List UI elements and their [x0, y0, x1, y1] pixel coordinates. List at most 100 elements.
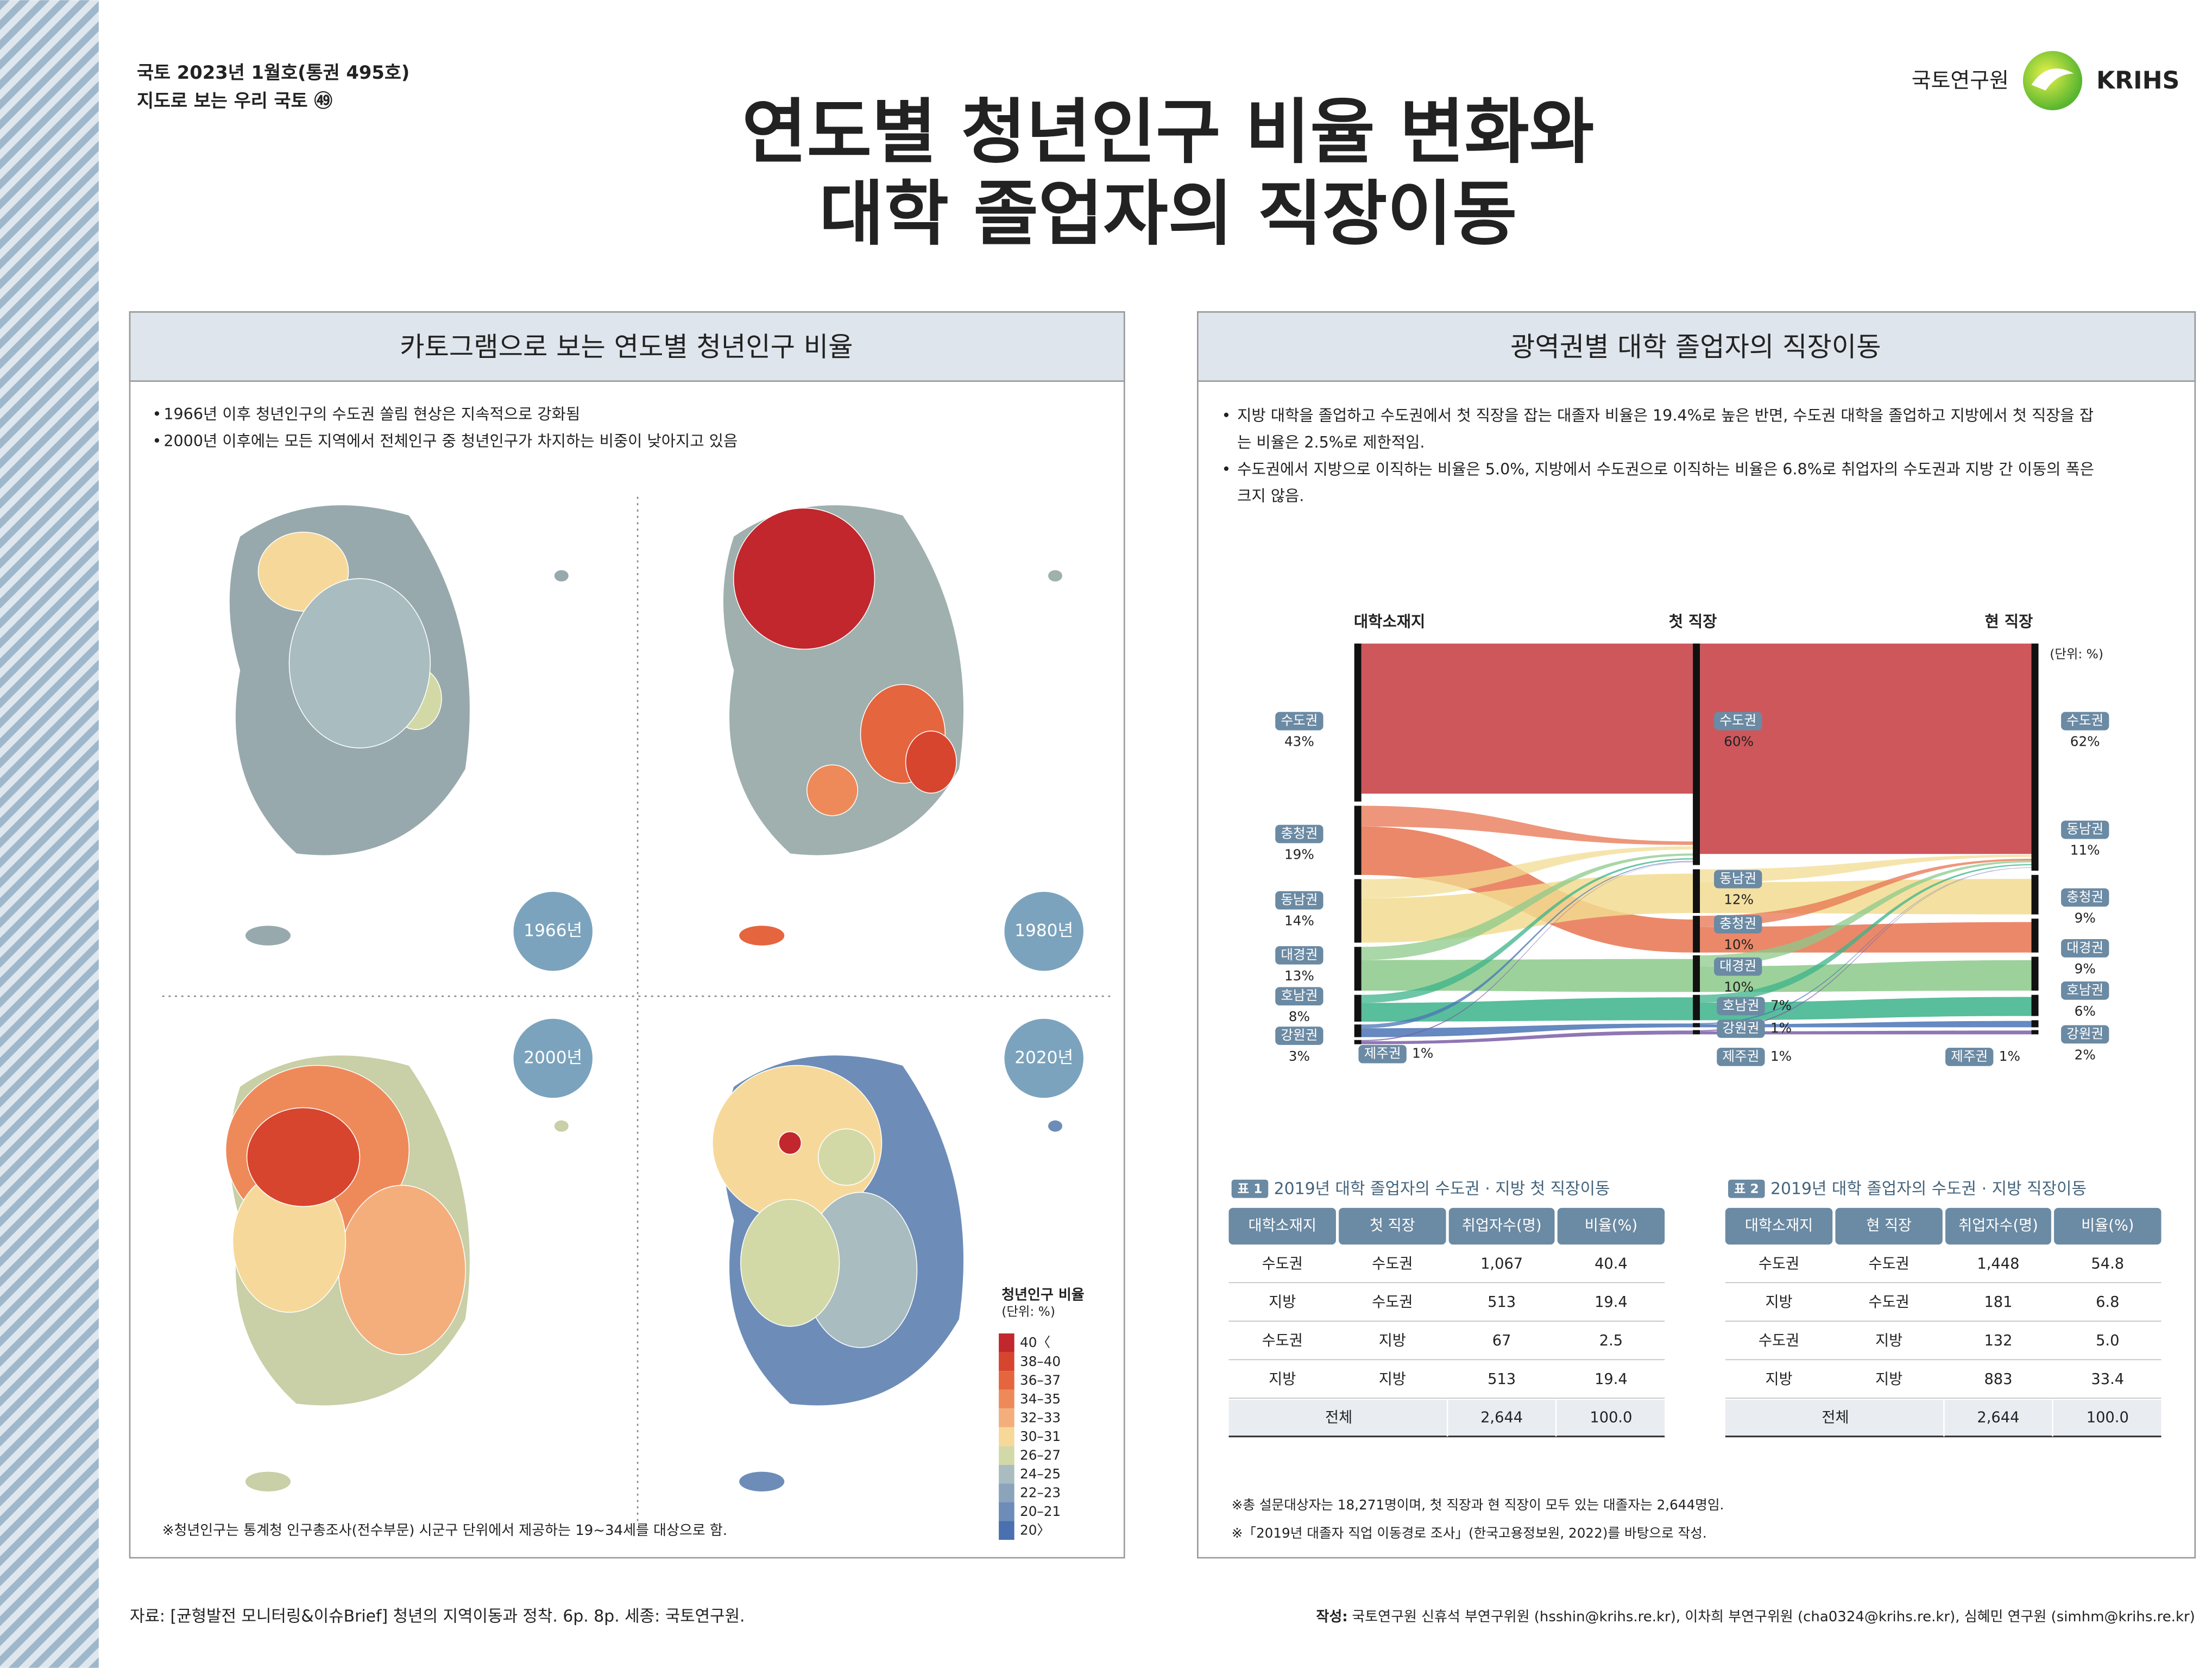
flow [1361, 846, 1693, 898]
node-label-box [2061, 939, 2109, 958]
region [740, 1199, 840, 1327]
node-label-box [1275, 712, 1324, 731]
header-text: 첫 직장 [1370, 1217, 1415, 1234]
node-label-box [2061, 981, 2109, 1000]
node-bar [2031, 643, 2039, 871]
jeju [739, 926, 785, 946]
legend-swatch [999, 1389, 1014, 1409]
column-header: 현 직장 [1985, 612, 2033, 631]
node-label-box [1275, 1027, 1324, 1045]
ulleung [1048, 570, 1062, 582]
cartogram-maps [225, 504, 1062, 1491]
map [225, 1054, 569, 1491]
header-cell [1725, 1207, 1833, 1245]
column-header: 첫 직장 [1669, 612, 1717, 631]
ulleung [554, 570, 569, 582]
cell: 수도권 [1262, 1255, 1303, 1272]
flow [1700, 879, 2032, 915]
total-cell: 100.0 [2087, 1409, 2129, 1426]
node-bar [1354, 994, 1362, 1022]
header-text: 대학소재지 [1745, 1217, 1813, 1234]
flow [1700, 997, 2032, 1021]
legend-label: 22–23 [1020, 1485, 1061, 1501]
cell: 지방 [1765, 1294, 1792, 1311]
author-text: 국토연구원 신휴석 부연구위원 (hsshin@krihs.re.kr), 이차… [1352, 1609, 2195, 1625]
year-badge [513, 1018, 593, 1098]
note: ※「2019년 대졸자 직업 이동경로 조사」(한국고용정보원, 2022)를 … [1232, 1525, 1707, 1541]
ulleung [1048, 1120, 1062, 1132]
node-label-box [1714, 712, 1762, 731]
node-pct: 8% [1289, 1009, 1310, 1024]
node-pct: 19% [1284, 846, 1314, 862]
node-bar [2031, 874, 2039, 915]
cell: 수도권 [1869, 1294, 1909, 1311]
node-label-box [1714, 957, 1762, 976]
legend-swatch [999, 1483, 1014, 1502]
region [733, 507, 875, 650]
side-stripe [0, 0, 99, 1668]
flow [1361, 858, 1693, 1003]
node-label-box [1275, 987, 1324, 1006]
cell: 수도권 [1759, 1255, 1799, 1272]
logo-en: KRIHS [2096, 67, 2179, 95]
legend-unit: (단위: %) [1001, 1304, 1055, 1319]
node-label-box [1275, 946, 1324, 965]
region [338, 1185, 466, 1355]
node-bar [2031, 994, 2039, 1016]
total-cell: 2,644 [1480, 1409, 1523, 1426]
cell: 1,067 [1480, 1255, 1523, 1272]
node-bar [2031, 956, 2039, 991]
node-bar [1354, 1040, 1362, 1044]
flow [1361, 805, 1693, 845]
sankey: 대학소재지 첫 직장 현 직장 (단위: %) 수도권 43% 충청권 19% 동남권 14% 대경… [1275, 612, 2109, 1066]
cell: 지방 [1875, 1332, 1902, 1349]
node-bar [1354, 1024, 1362, 1037]
table-badge [1728, 1179, 1765, 1198]
year-label: 1980년 [1014, 921, 1073, 941]
cell: 132 [1984, 1332, 2012, 1349]
node-label-box [2061, 820, 2109, 839]
header-cell [1339, 1207, 1446, 1245]
table-badge-text: 표 2 [1734, 1181, 1759, 1197]
node-label-box [1275, 891, 1324, 910]
table-title: 2019년 대학 졸업자의 수도권 · 지방 첫 직장이동 [1274, 1180, 1610, 1199]
node-pct: 62% [2070, 734, 2100, 750]
year-label: 1966년 [524, 921, 582, 941]
cell: 19.4 [1595, 1294, 1628, 1311]
cell: 수도권 [1759, 1332, 1799, 1349]
bullet-dot: • [1222, 406, 1231, 425]
header-cell [1228, 1207, 1336, 1245]
node-label: 대경권 [1281, 947, 1318, 962]
cell: 5.0 [2096, 1332, 2119, 1349]
table-badge [1231, 1179, 1269, 1198]
total-cell: 전체 [1325, 1409, 1352, 1426]
legend-swatch [999, 1371, 1014, 1390]
cell: 지방 [1765, 1371, 1792, 1388]
legend-label: 20〉 [1020, 1522, 1050, 1538]
legend-label: 38–40 [1020, 1354, 1061, 1369]
region [288, 578, 431, 748]
flow [1361, 643, 1693, 794]
cell: 513 [1488, 1371, 1516, 1388]
flow [1700, 1030, 2032, 1035]
node-pct: 43% [1284, 734, 1314, 750]
bullet-dot: • [1222, 460, 1231, 478]
node-label: 제주권 [1364, 1046, 1401, 1061]
bullet-dot: • [153, 405, 162, 423]
node-label: 호남권 [1281, 987, 1318, 1003]
bullet: 지방 대학을 졸업하고 수도권에서 첫 직장을 잡는 대졸자 비율은 19.4%… [1237, 406, 2094, 425]
node-label-box [1714, 870, 1762, 889]
header-text: 현 직장 [1866, 1217, 1912, 1234]
flow [1361, 1030, 1693, 1044]
jeju [739, 1471, 785, 1491]
cell: 지방 [1379, 1371, 1406, 1388]
legend-swatch [999, 1352, 1014, 1371]
node-bar [2031, 918, 2039, 953]
flow [1361, 997, 1693, 1022]
unit: (단위: %) [2050, 646, 2103, 662]
node-label: 동남권 [2066, 821, 2103, 837]
flow [1361, 873, 1693, 943]
node-pct: 2% [2075, 1047, 2096, 1062]
node-label: 강원권 [1722, 1020, 1759, 1036]
note: ※총 설문대상자는 18,271명이며, 첫 직장과 현 직장이 모두 있는 대… [1232, 1497, 1724, 1513]
